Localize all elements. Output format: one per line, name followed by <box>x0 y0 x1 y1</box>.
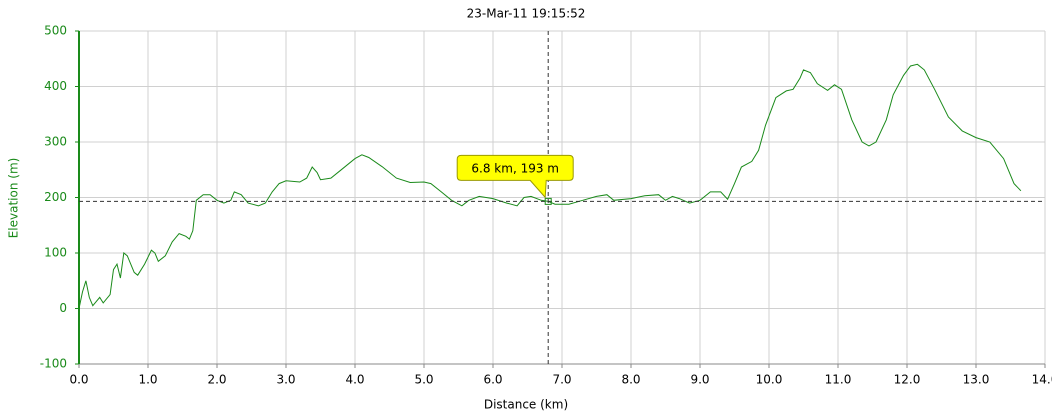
x-tick-label: 8.0 <box>621 373 640 387</box>
x-tick-label: 7.0 <box>552 373 571 387</box>
x-tick-label: 9.0 <box>690 373 709 387</box>
y-tick-label: 100 <box>44 246 67 260</box>
x-tick-label: 10.0 <box>756 373 783 387</box>
tooltip-label: 6.8 km, 193 m <box>471 161 559 175</box>
y-tick-label: 400 <box>44 79 67 93</box>
y-tick-label: -100 <box>40 357 67 371</box>
x-tick-label: 13.0 <box>963 373 990 387</box>
x-tick-label: 11.0 <box>825 373 852 387</box>
y-tick-label: 500 <box>44 24 67 38</box>
x-tick-label: 12.0 <box>894 373 921 387</box>
y-tick-label: 300 <box>44 135 67 149</box>
tooltip-box <box>456 154 574 199</box>
x-tick-label: 4.0 <box>345 373 364 387</box>
x-tick-label: 14.0 <box>1032 373 1052 387</box>
x-tick-label: 2.0 <box>207 373 226 387</box>
x-tick-label: 1.0 <box>138 373 157 387</box>
x-tick-label: 3.0 <box>276 373 295 387</box>
x-axis-label: Distance (km) <box>484 398 568 412</box>
chart-title: 23-Mar-11 19:15:52 <box>467 7 586 21</box>
y-tick-label: 200 <box>44 190 67 204</box>
crosshair-point <box>544 197 552 205</box>
x-tick-label: 5.0 <box>414 373 433 387</box>
y-tick-label: 0 <box>59 301 67 315</box>
elevation-line <box>78 63 1022 309</box>
x-tick-label: 6.0 <box>483 373 502 387</box>
y-axis-label: Elevation (m) <box>7 158 21 239</box>
x-tick-label: 0.0 <box>69 373 88 387</box>
